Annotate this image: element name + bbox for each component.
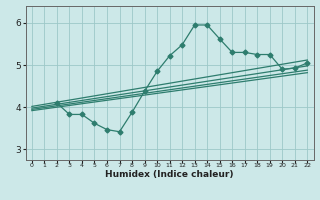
- X-axis label: Humidex (Indice chaleur): Humidex (Indice chaleur): [105, 170, 234, 179]
